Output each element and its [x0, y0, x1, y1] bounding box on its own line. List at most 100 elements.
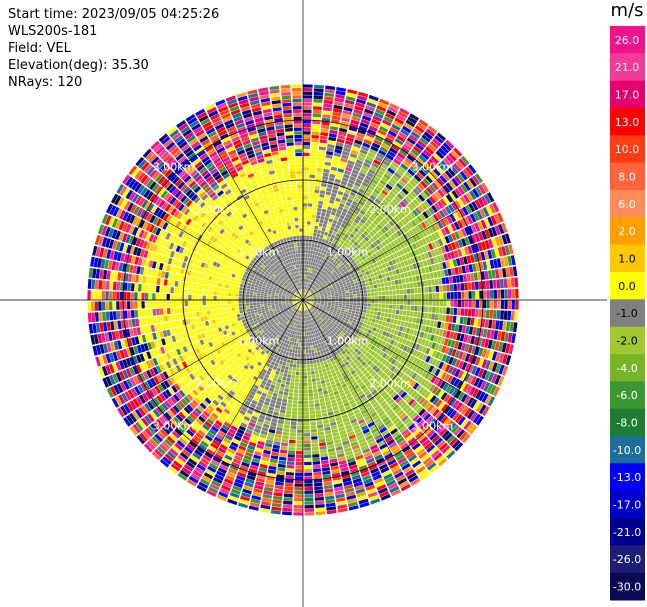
gate-cell: [285, 319, 289, 323]
gate-cell: [209, 428, 217, 436]
gate-cell: [271, 369, 276, 374]
gate-cell: [229, 327, 234, 333]
gate-cell: [324, 96, 334, 101]
gate-cell: [293, 505, 303, 509]
gate-cell: [306, 301, 310, 304]
gate-cell: [306, 309, 309, 314]
gate-cell: [151, 436, 161, 445]
gate-cell: [257, 378, 263, 384]
gate-cell: [247, 343, 253, 348]
gate-cell: [290, 421, 297, 426]
gate-cell: [222, 364, 229, 370]
gate-cell: [422, 319, 428, 326]
gate-cell: [441, 277, 446, 285]
gate-cell: [370, 204, 377, 210]
gate-cell: [380, 269, 385, 274]
gate-cell: [334, 346, 339, 351]
gate-cell: [311, 371, 315, 375]
gate-cell: [296, 339, 299, 343]
gate-cell: [307, 287, 310, 291]
gate-cell: [362, 474, 372, 481]
gate-cell: [114, 396, 123, 406]
gate-cell: [460, 283, 465, 291]
gate-cell: [454, 188, 462, 197]
gate-cell: [328, 136, 337, 142]
gate-cell: [440, 254, 445, 262]
gate-cell: [189, 402, 197, 410]
gate-cell: [410, 201, 417, 209]
gate-cell: [337, 504, 348, 510]
gate-cell: [303, 210, 307, 214]
gate-cell: [319, 307, 323, 310]
gate-cell: [507, 332, 513, 343]
gate-cell: [406, 182, 414, 190]
gate-cell: [319, 291, 323, 294]
gate-cell: [192, 389, 199, 397]
gate-cell: [458, 360, 464, 369]
gate-cell: [382, 295, 386, 300]
gate-cell: [444, 322, 449, 330]
gate-cell: [314, 370, 319, 375]
gate-cell: [182, 346, 188, 353]
gate-cell: [385, 455, 395, 463]
gate-cell: [383, 336, 389, 342]
gate-cell: [322, 386, 328, 392]
gate-cell: [294, 312, 297, 316]
gate-cell: [466, 179, 474, 189]
gate-cell: [326, 187, 332, 192]
gate-cell: [358, 381, 365, 387]
gate-cell: [266, 320, 270, 324]
gate-cell: [363, 309, 367, 313]
gate-cell: [262, 338, 267, 343]
gate-cell: [270, 399, 276, 404]
gate-cell: [455, 402, 463, 411]
gate-cell: [322, 246, 326, 251]
gate-cell: [349, 176, 357, 182]
gate-cell: [202, 326, 208, 333]
gate-cell: [498, 353, 505, 363]
gate-cell: [307, 214, 312, 218]
gate-cell: [207, 465, 217, 473]
gate-cell: [464, 300, 469, 308]
gate-cell: [443, 373, 451, 382]
gate-cell: [305, 296, 309, 298]
gate-cell: [289, 302, 293, 305]
gate-cell: [245, 361, 251, 367]
gate-cell: [358, 172, 366, 178]
gate-cell: [445, 261, 451, 269]
gate-cell: [245, 328, 250, 333]
gate-cell: [324, 363, 329, 368]
gate-cell: [377, 195, 384, 202]
gate-cell: [330, 425, 338, 430]
gate-cell: [415, 358, 422, 366]
gate-cell: [208, 415, 217, 422]
gate-cell: [352, 364, 358, 370]
gate-cell: [211, 329, 216, 335]
gate-cell: [252, 367, 258, 373]
gate-cell: [327, 306, 331, 309]
gate-cell: [357, 175, 364, 181]
gate-cell: [424, 306, 429, 313]
gate-cell: [338, 262, 343, 266]
gate-cell: [319, 278, 323, 283]
gate-cell: [313, 475, 322, 480]
gate-cell: [393, 367, 399, 374]
gate-cell: [316, 233, 321, 238]
gate-cell: [454, 324, 460, 332]
gate-cell: [400, 218, 407, 226]
gate-cell: [316, 285, 320, 289]
gate-cell: [332, 156, 341, 161]
gate-cell: [320, 342, 324, 347]
gate-cell: [261, 501, 271, 506]
gate-cell: [141, 405, 149, 415]
gate-cell: [381, 308, 385, 313]
gate-cell: [354, 484, 365, 491]
gate-cell: [263, 401, 270, 406]
gate-cell: [355, 308, 360, 312]
gate-cell: [317, 366, 322, 370]
gate-cell: [262, 389, 269, 394]
gate-cell: [267, 432, 275, 437]
gate-cell: [445, 420, 454, 429]
gate-cell: [310, 153, 318, 157]
gate-cell: [511, 333, 516, 344]
